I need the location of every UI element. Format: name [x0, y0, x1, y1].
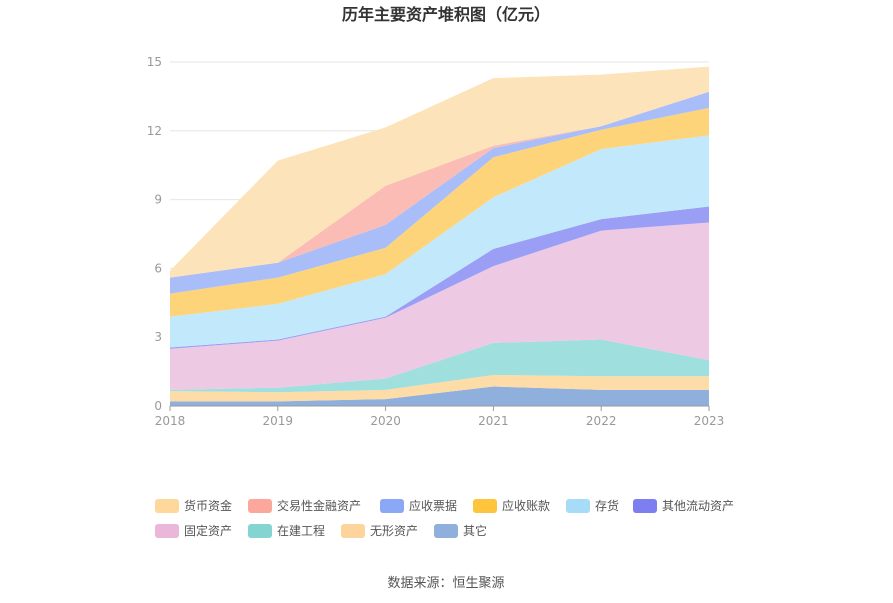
- legend-label: 其它: [463, 523, 487, 538]
- area-series-5: [170, 135, 709, 348]
- legend-item[interactable]: 应收账款: [473, 498, 550, 513]
- legend-label: 应收账款: [502, 498, 550, 513]
- x-tick-label: 2018: [155, 414, 186, 428]
- legend-item[interactable]: 在建工程: [248, 523, 325, 538]
- y-tick-label: 9: [154, 193, 162, 207]
- source-note: 数据来源：恒生聚源: [387, 576, 504, 591]
- legend-item[interactable]: 交易性金融资产: [248, 498, 361, 513]
- axes: 0 3 6 9 12 15 2018 2019 2020 2021 2022 2023: [147, 55, 725, 428]
- legend-label: 应收票据: [409, 498, 457, 513]
- legend-label: 存货: [595, 498, 619, 513]
- legend-item[interactable]: 存货: [566, 498, 619, 513]
- legend-item[interactable]: 无形资产: [341, 524, 418, 538]
- area-series-8: [170, 91, 709, 278]
- area-series-6: [170, 107, 709, 317]
- legend-swatch: [155, 499, 179, 513]
- legend-item[interactable]: 其它: [434, 523, 487, 538]
- legend-label: 固定资产: [184, 523, 232, 538]
- legend-swatch: [380, 499, 404, 513]
- legend-swatch: [248, 524, 272, 538]
- legend-swatch: [633, 499, 657, 513]
- area-series-7: [170, 91, 709, 294]
- area-series-3: [170, 222, 709, 390]
- legend-swatch: [434, 524, 458, 538]
- y-tick-label: 12: [147, 124, 162, 138]
- legend-label: 交易性金融资产: [277, 498, 361, 513]
- area-series-2: [170, 339, 709, 393]
- x-tick-label: 2022: [586, 414, 617, 428]
- legend-label: 无形资产: [370, 524, 418, 538]
- legend-item[interactable]: 其他流动资产: [633, 499, 734, 513]
- legend-swatch: [341, 524, 365, 538]
- x-tick-label: 2020: [370, 414, 401, 428]
- legend-swatch: [566, 499, 590, 513]
- legend-item[interactable]: 应收票据: [380, 498, 457, 513]
- x-tick-label: 2019: [263, 414, 294, 428]
- area-series: [170, 66, 709, 406]
- legend-swatch: [155, 524, 179, 538]
- legend-label: 货币资金: [184, 498, 232, 513]
- legend-item[interactable]: 固定资产: [155, 523, 232, 538]
- legend-label: 其他流动资产: [662, 499, 734, 513]
- y-tick-label: 6: [154, 261, 162, 275]
- x-tick-label: 2021: [478, 414, 509, 428]
- area-series-9: [170, 66, 709, 278]
- x-tick-label: 2023: [694, 414, 725, 428]
- chart-title: 历年主要资产堆积图（亿元）: [342, 5, 550, 24]
- y-tick-label: 15: [147, 55, 162, 69]
- area-series-4: [170, 206, 709, 349]
- area-series-1: [170, 375, 709, 402]
- legend-swatch: [248, 499, 272, 513]
- legend-item[interactable]: 货币资金: [155, 498, 232, 513]
- legend-swatch: [473, 499, 497, 513]
- legend-label: 在建工程: [277, 523, 325, 538]
- y-tick-label: 0: [154, 399, 162, 413]
- area-series-0: [170, 386, 709, 406]
- y-tick-label: 3: [154, 330, 162, 344]
